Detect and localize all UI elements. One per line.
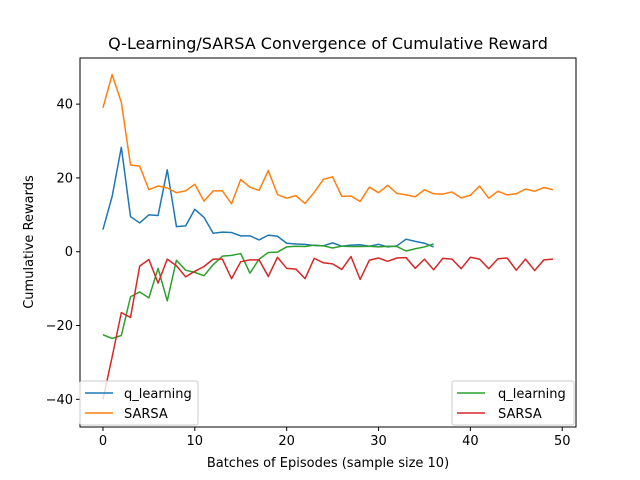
x-tick-label: 50 xyxy=(554,434,571,449)
y-tick-label: −20 xyxy=(46,319,73,334)
legend-box xyxy=(451,380,575,426)
series-line-q_learning xyxy=(102,146,434,248)
legend-label-q_learning: q_learning xyxy=(498,387,566,402)
legend-box xyxy=(79,380,199,426)
x-tick-label: 10 xyxy=(187,434,204,449)
series-line-sarsa xyxy=(102,255,554,400)
x-tick-label: 30 xyxy=(370,434,387,449)
legend-label-sarsa: SARSA xyxy=(124,407,168,422)
y-tick-label: −40 xyxy=(46,393,73,408)
x-axis-ticks: 0 10 20 30 40 50 xyxy=(99,427,571,449)
x-axis-label: Batches of Episodes (sample size 10) xyxy=(207,456,449,471)
plot-area xyxy=(80,58,576,427)
legend-label-sarsa: SARSA xyxy=(498,407,542,422)
x-tick-label: 0 xyxy=(99,434,107,449)
axes-frame xyxy=(79,57,577,428)
y-axis-label: Cumulative Rewards xyxy=(22,175,37,309)
series-line-q_learning xyxy=(102,243,434,340)
x-tick-label: 20 xyxy=(278,434,295,449)
y-tick-label: 40 xyxy=(56,98,73,113)
x-tick-label: 40 xyxy=(462,434,479,449)
chart-title: Q-Learning/SARSA Convergence of Cumulati… xyxy=(108,34,548,53)
y-tick-label: 20 xyxy=(56,171,73,186)
y-tick-label: 0 xyxy=(65,245,73,260)
series-line-sarsa xyxy=(102,73,554,205)
legend-lower-left: q_learning SARSA xyxy=(79,380,199,426)
series-layer xyxy=(102,73,554,400)
legend-label-q_learning: q_learning xyxy=(124,387,192,402)
legend-lower-right: q_learning SARSA xyxy=(451,380,575,426)
y-axis-ticks: −40 −20 0 20 40 xyxy=(46,98,80,408)
